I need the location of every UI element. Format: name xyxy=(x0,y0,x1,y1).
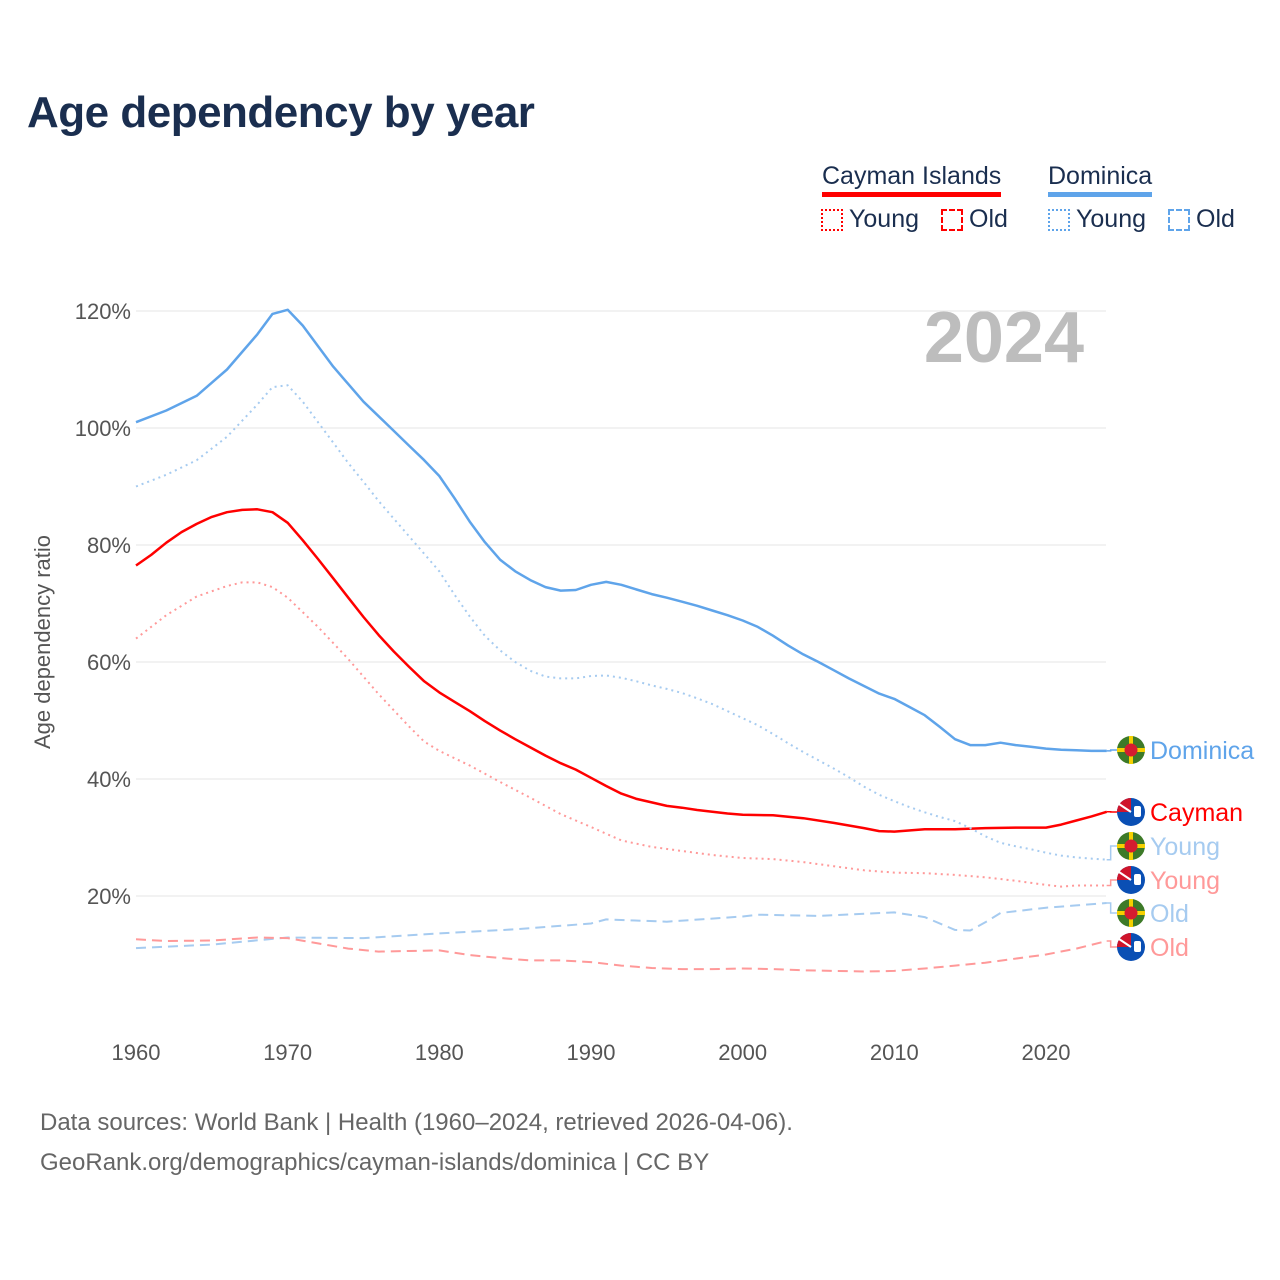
y-tick-label: 80% xyxy=(87,533,131,558)
dominica-flag-icon xyxy=(1117,899,1145,927)
flag-shield xyxy=(1134,806,1141,817)
flag-disc xyxy=(1124,906,1138,920)
x-tick-label: 2020 xyxy=(1022,1040,1071,1065)
x-tick-label: 1960 xyxy=(112,1040,161,1065)
dotted-swatch-icon xyxy=(1048,208,1070,231)
legend-item-dominica-old[interactable]: Old xyxy=(1168,205,1235,234)
y-tick-label: 60% xyxy=(87,650,131,675)
series-line-dominica-old xyxy=(135,902,1107,950)
legend-item-cayman-old[interactable]: Old xyxy=(941,205,1008,234)
x-tick-label: 1970 xyxy=(263,1040,312,1065)
flag-shield xyxy=(1134,941,1141,952)
series-line-cayman-islands-old xyxy=(135,936,1107,973)
legend-item-dominica-young[interactable]: Young xyxy=(1048,205,1146,234)
cayman-flag-icon xyxy=(1117,933,1145,961)
dominica-flag-icon xyxy=(1117,736,1145,764)
y-tick-label: 20% xyxy=(87,884,131,909)
dotted-swatch-icon xyxy=(821,208,843,231)
series-end-label: Young xyxy=(1150,867,1220,895)
y-tick-label: 40% xyxy=(87,767,131,792)
y-tick-label: 120% xyxy=(75,299,131,324)
flag-union xyxy=(1118,871,1132,881)
series-line-cayman-islands-young xyxy=(135,581,1107,888)
cayman-flag-icon xyxy=(1117,798,1145,826)
legend-label-cayman: Cayman Islands xyxy=(822,162,1002,197)
y-axis-label: Age dependency ratio xyxy=(30,535,55,749)
footer-url[interactable]: GeoRank.org/demographics/cayman-islands/… xyxy=(40,1149,710,1176)
footer-sources: Data sources: World Bank | Health (1960–… xyxy=(40,1109,793,1136)
series-end-label: Young xyxy=(1150,833,1220,861)
legend-label-dominica: Dominica xyxy=(1048,162,1153,197)
dashed-swatch-icon xyxy=(941,208,963,231)
year-watermark: 2024 xyxy=(924,298,1084,378)
series-line-cayman-islands xyxy=(135,508,1108,833)
dominica-flag-icon xyxy=(1117,832,1145,860)
x-tick-label: 2010 xyxy=(870,1040,919,1065)
flag-disc xyxy=(1124,839,1138,853)
series-end-label: Cayman xyxy=(1150,799,1243,827)
x-tick-label: 2000 xyxy=(718,1040,767,1065)
label-connector xyxy=(1106,845,1118,861)
flag-union xyxy=(1118,803,1132,813)
chart-title: Age dependency by year xyxy=(27,88,535,137)
x-tick-label: 1980 xyxy=(415,1040,464,1065)
dashed-swatch-icon xyxy=(1168,208,1190,231)
x-tick-label: 1990 xyxy=(567,1040,616,1065)
legend-item-label: Old xyxy=(969,205,1008,233)
legend-group-dominica[interactable]: Dominica xyxy=(1048,162,1153,197)
flag-shield xyxy=(1134,874,1141,885)
series-line-dominica xyxy=(135,308,1107,753)
series-end-label: Dominica xyxy=(1150,737,1254,765)
legend-item-label: Old xyxy=(1196,205,1235,233)
legend-group-cayman[interactable]: Cayman Islands xyxy=(822,162,1002,197)
flag-disc xyxy=(1124,743,1138,757)
series-line-dominica-young xyxy=(135,384,1107,861)
label-connector xyxy=(1106,902,1118,914)
cayman-flag-icon xyxy=(1117,866,1145,894)
series-end-label: Old xyxy=(1150,934,1189,962)
legend-item-label: Young xyxy=(1076,205,1146,233)
flag-union xyxy=(1118,938,1132,948)
series-end-label: Old xyxy=(1150,900,1189,928)
label-connector xyxy=(1106,940,1118,948)
legend-item-label: Young xyxy=(849,205,919,233)
y-tick-label: 100% xyxy=(75,416,131,441)
legend-item-cayman-young[interactable]: Young xyxy=(821,205,919,234)
label-connector xyxy=(1106,879,1118,887)
label-connector xyxy=(1106,749,1118,752)
